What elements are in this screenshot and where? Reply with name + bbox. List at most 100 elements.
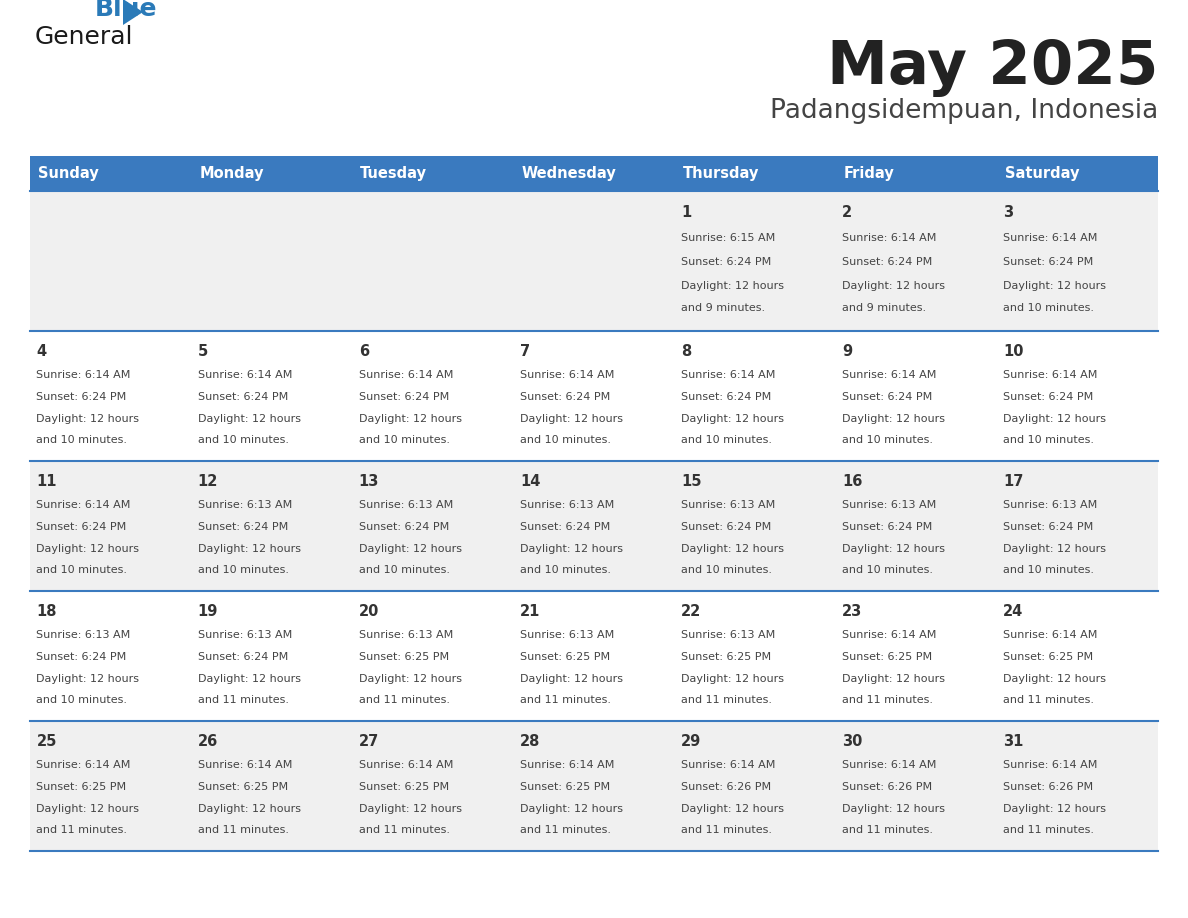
Text: 13: 13 [359, 474, 379, 489]
Text: 12: 12 [197, 474, 217, 489]
Text: Daylight: 12 hours: Daylight: 12 hours [842, 544, 946, 554]
Text: Sunrise: 6:14 AM: Sunrise: 6:14 AM [37, 760, 131, 770]
Text: Sunset: 6:24 PM: Sunset: 6:24 PM [1004, 522, 1093, 532]
Text: Sunrise: 6:14 AM: Sunrise: 6:14 AM [681, 760, 776, 770]
Polygon shape [124, 0, 143, 25]
Text: Sunset: 6:24 PM: Sunset: 6:24 PM [359, 522, 449, 532]
Text: May 2025: May 2025 [827, 38, 1158, 97]
Text: Sunset: 6:24 PM: Sunset: 6:24 PM [37, 652, 127, 662]
Bar [191, 156, 353, 191]
Text: 22: 22 [681, 604, 701, 619]
Text: Daylight: 12 hours: Daylight: 12 hours [359, 674, 462, 684]
Text: 30: 30 [842, 734, 862, 749]
Text: Sunset: 6:25 PM: Sunset: 6:25 PM [1004, 652, 1093, 662]
Bar [513, 156, 675, 191]
Text: Daylight: 12 hours: Daylight: 12 hours [842, 414, 946, 424]
Text: Sunset: 6:26 PM: Sunset: 6:26 PM [842, 782, 933, 792]
Text: Sunrise: 6:14 AM: Sunrise: 6:14 AM [37, 500, 131, 510]
Text: and 10 minutes.: and 10 minutes. [1004, 435, 1094, 445]
Text: Daylight: 12 hours: Daylight: 12 hours [359, 804, 462, 814]
Text: and 11 minutes.: and 11 minutes. [359, 825, 450, 835]
Text: Sunset: 6:24 PM: Sunset: 6:24 PM [1004, 257, 1093, 267]
Text: and 10 minutes.: and 10 minutes. [197, 565, 289, 575]
Text: and 10 minutes.: and 10 minutes. [37, 565, 127, 575]
Text: 9: 9 [842, 344, 852, 359]
Text: and 11 minutes.: and 11 minutes. [681, 695, 772, 705]
Text: Wednesday: Wednesday [522, 166, 617, 181]
Text: Sunday: Sunday [38, 166, 99, 181]
Text: Sunset: 6:24 PM: Sunset: 6:24 PM [520, 392, 611, 402]
Text: Sunrise: 6:14 AM: Sunrise: 6:14 AM [197, 370, 292, 380]
Text: 16: 16 [842, 474, 862, 489]
Text: Daylight: 12 hours: Daylight: 12 hours [197, 674, 301, 684]
Text: Sunrise: 6:14 AM: Sunrise: 6:14 AM [37, 370, 131, 380]
Text: Sunrise: 6:14 AM: Sunrise: 6:14 AM [681, 370, 776, 380]
Text: Daylight: 12 hours: Daylight: 12 hours [359, 544, 462, 554]
Text: Daylight: 12 hours: Daylight: 12 hours [197, 804, 301, 814]
Text: Sunset: 6:25 PM: Sunset: 6:25 PM [359, 652, 449, 662]
Text: Daylight: 12 hours: Daylight: 12 hours [359, 414, 462, 424]
Text: Sunrise: 6:14 AM: Sunrise: 6:14 AM [359, 760, 453, 770]
Text: Daylight: 12 hours: Daylight: 12 hours [37, 674, 139, 684]
Text: Sunset: 6:24 PM: Sunset: 6:24 PM [197, 392, 287, 402]
Text: Sunset: 6:26 PM: Sunset: 6:26 PM [1004, 782, 1093, 792]
Text: Daylight: 12 hours: Daylight: 12 hours [37, 414, 139, 424]
Text: Daylight: 12 hours: Daylight: 12 hours [1004, 544, 1106, 554]
Text: Sunset: 6:25 PM: Sunset: 6:25 PM [842, 652, 933, 662]
Text: 11: 11 [37, 474, 57, 489]
Text: Daylight: 12 hours: Daylight: 12 hours [37, 804, 139, 814]
Text: Daylight: 12 hours: Daylight: 12 hours [520, 414, 623, 424]
Text: Sunrise: 6:13 AM: Sunrise: 6:13 AM [842, 500, 936, 510]
Text: 2: 2 [842, 205, 852, 220]
Text: Sunrise: 6:14 AM: Sunrise: 6:14 AM [1004, 630, 1098, 640]
Text: Daylight: 12 hours: Daylight: 12 hours [681, 544, 784, 554]
Text: and 10 minutes.: and 10 minutes. [37, 695, 127, 705]
Text: and 10 minutes.: and 10 minutes. [359, 435, 450, 445]
Bar [30, 721, 1158, 851]
Text: 24: 24 [1004, 604, 1024, 619]
Text: Sunset: 6:24 PM: Sunset: 6:24 PM [842, 522, 933, 532]
Text: Sunset: 6:26 PM: Sunset: 6:26 PM [681, 782, 771, 792]
Text: 17: 17 [1004, 474, 1024, 489]
Bar [30, 331, 1158, 461]
Text: Sunrise: 6:15 AM: Sunrise: 6:15 AM [681, 233, 776, 243]
Text: Daylight: 12 hours: Daylight: 12 hours [1004, 674, 1106, 684]
Text: Sunset: 6:25 PM: Sunset: 6:25 PM [359, 782, 449, 792]
Text: Thursday: Thursday [683, 166, 759, 181]
Bar [30, 461, 1158, 591]
Bar [30, 156, 191, 191]
Text: Tuesday: Tuesday [360, 166, 428, 181]
Text: and 11 minutes.: and 11 minutes. [1004, 825, 1094, 835]
Text: Sunrise: 6:14 AM: Sunrise: 6:14 AM [520, 370, 614, 380]
Bar [675, 156, 835, 191]
Text: Sunrise: 6:14 AM: Sunrise: 6:14 AM [842, 630, 936, 640]
Text: Sunrise: 6:14 AM: Sunrise: 6:14 AM [842, 370, 936, 380]
Text: Daylight: 12 hours: Daylight: 12 hours [681, 674, 784, 684]
Text: Sunrise: 6:13 AM: Sunrise: 6:13 AM [359, 630, 453, 640]
Text: Sunrise: 6:13 AM: Sunrise: 6:13 AM [37, 630, 131, 640]
Text: Sunset: 6:24 PM: Sunset: 6:24 PM [359, 392, 449, 402]
Text: Sunset: 6:24 PM: Sunset: 6:24 PM [842, 392, 933, 402]
Text: and 11 minutes.: and 11 minutes. [520, 695, 611, 705]
Text: and 10 minutes.: and 10 minutes. [520, 435, 611, 445]
Text: 5: 5 [197, 344, 208, 359]
Text: and 11 minutes.: and 11 minutes. [197, 695, 289, 705]
Text: Saturday: Saturday [1005, 166, 1080, 181]
Text: and 11 minutes.: and 11 minutes. [520, 825, 611, 835]
Text: Sunrise: 6:13 AM: Sunrise: 6:13 AM [197, 630, 292, 640]
Text: Sunset: 6:25 PM: Sunset: 6:25 PM [37, 782, 127, 792]
Text: Sunset: 6:24 PM: Sunset: 6:24 PM [681, 522, 771, 532]
Text: Sunset: 6:24 PM: Sunset: 6:24 PM [842, 257, 933, 267]
Bar [997, 156, 1158, 191]
Bar [353, 156, 513, 191]
Text: Daylight: 12 hours: Daylight: 12 hours [197, 414, 301, 424]
Text: Monday: Monday [200, 166, 264, 181]
Text: Daylight: 12 hours: Daylight: 12 hours [1004, 414, 1106, 424]
Text: 21: 21 [520, 604, 541, 619]
Text: Sunrise: 6:13 AM: Sunrise: 6:13 AM [197, 500, 292, 510]
Text: Daylight: 12 hours: Daylight: 12 hours [681, 414, 784, 424]
Text: and 10 minutes.: and 10 minutes. [842, 565, 933, 575]
Text: Sunset: 6:25 PM: Sunset: 6:25 PM [681, 652, 771, 662]
Text: and 11 minutes.: and 11 minutes. [197, 825, 289, 835]
Text: Sunset: 6:25 PM: Sunset: 6:25 PM [520, 652, 609, 662]
